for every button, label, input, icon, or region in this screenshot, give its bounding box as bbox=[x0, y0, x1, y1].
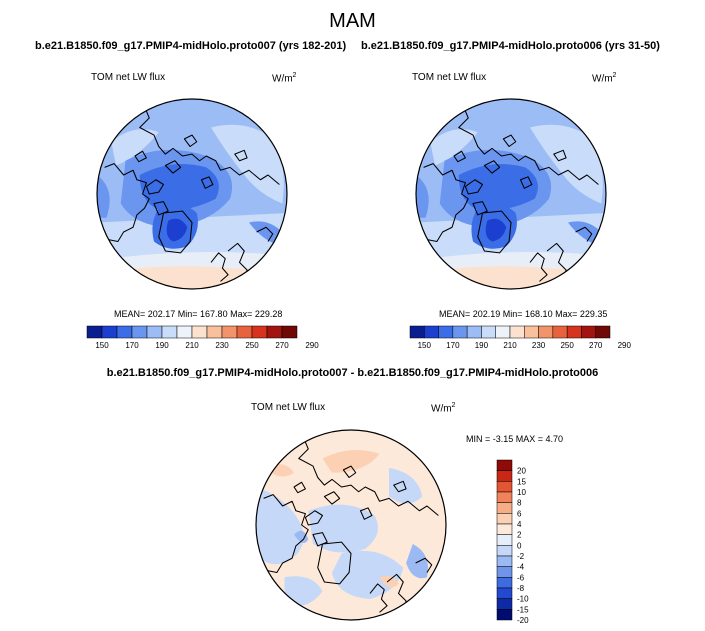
diff-variable-label: TOM net LW flux bbox=[251, 402, 326, 413]
left-units-label: W/m2 bbox=[272, 72, 297, 85]
left-colorbar-tick-label: 150 bbox=[95, 341, 109, 350]
left-panel-title: b.e21.B1850.f09_g17.PMIP4-midHolo.proto0… bbox=[35, 40, 347, 52]
right-colorbar-tick-label: 290 bbox=[618, 341, 632, 350]
left-colorbar-tick-label: 190 bbox=[155, 341, 169, 350]
difference-polar-map bbox=[255, 429, 447, 621]
right-colorbar-box bbox=[466, 325, 482, 339]
diff-colorbar-box bbox=[496, 566, 513, 578]
difference-panel-title: b.e21.B1850.f09_g17.PMIP4-midHolo.proto0… bbox=[106, 367, 599, 379]
right-units-label: W/m2 bbox=[592, 72, 617, 85]
diff-colorbar-box bbox=[496, 491, 513, 503]
left-colorbar-tick-label: 250 bbox=[245, 341, 259, 350]
right-colorbar-tick-label: 150 bbox=[418, 341, 432, 350]
left-colorbar-box bbox=[176, 325, 193, 339]
right-polar-map bbox=[415, 98, 607, 290]
diff-colorbar-tick-label: -15 bbox=[517, 605, 529, 614]
left-colorbar-box bbox=[251, 325, 268, 339]
diff-colorbar-tick-label: -8 bbox=[517, 584, 525, 593]
left-polar-map bbox=[96, 98, 288, 290]
diff-colorbar-tick-label: 0 bbox=[517, 541, 522, 550]
left-variable-label: TOM net LW flux bbox=[91, 72, 166, 83]
left-colorbar-tick-label: 290 bbox=[305, 341, 319, 350]
right-colorbar-box bbox=[409, 325, 425, 339]
diff-colorbar-tick-label: 20 bbox=[517, 467, 526, 476]
right-colorbar-box bbox=[424, 325, 439, 339]
diff-units-label: W/m2 bbox=[431, 402, 456, 415]
diff-colorbar-tick-label: -4 bbox=[517, 563, 525, 572]
right-colorbar-box bbox=[552, 325, 568, 339]
right-colorbar-box bbox=[538, 325, 554, 339]
diff-colorbar-tick-label: 8 bbox=[517, 499, 522, 508]
left-colorbar-tick-label: 230 bbox=[215, 341, 229, 350]
left-stats: MEAN= 202.17 Min= 167.80 Max= 229.28 bbox=[114, 309, 283, 319]
right-colorbar-box bbox=[524, 325, 539, 339]
diff-colorbar-box bbox=[496, 481, 513, 493]
diff-colorbar-tick-label: 15 bbox=[517, 477, 526, 486]
right-colorbar: 150 170 190 210 230 250 270 290 bbox=[409, 325, 632, 350]
diff-colorbar-box bbox=[496, 523, 513, 535]
diff-colorbar-box bbox=[496, 513, 513, 525]
diff-colorbar-tick-label: -10 bbox=[517, 595, 529, 604]
diff-colorbar-box bbox=[496, 545, 513, 557]
diff-colorbar-box bbox=[496, 598, 513, 610]
diff-colorbar-tick-label: -6 bbox=[517, 573, 525, 582]
left-colorbar-tick-label: 210 bbox=[185, 341, 199, 350]
diff-colorbar-box bbox=[496, 609, 513, 621]
diff-colorbar-tick-label: 4 bbox=[517, 520, 522, 529]
right-colorbar-tick-label: 230 bbox=[532, 341, 546, 350]
diff-colorbar-tick-label: -2 bbox=[517, 552, 525, 561]
left-colorbar-box bbox=[236, 325, 253, 339]
diff-colorbar-tick-label: -20 bbox=[517, 616, 529, 625]
diff-colorbar-box bbox=[496, 459, 513, 471]
figure-title: MAM bbox=[329, 10, 376, 32]
right-colorbar-box bbox=[452, 325, 468, 339]
left-colorbar-box bbox=[101, 325, 118, 339]
right-colorbar-tick-label: 250 bbox=[560, 341, 574, 350]
left-colorbar-box bbox=[116, 325, 133, 339]
left-colorbar-box bbox=[206, 325, 223, 339]
left-colorbar-box bbox=[146, 325, 163, 339]
right-colorbar-box bbox=[481, 325, 496, 339]
diff-colorbar-box bbox=[496, 587, 513, 599]
right-colorbar-tick-label: 170 bbox=[446, 341, 460, 350]
left-colorbar-box bbox=[161, 325, 178, 339]
right-variable-label: TOM net LW flux bbox=[412, 72, 487, 83]
right-colorbar-box bbox=[566, 325, 582, 339]
left-colorbar: 150 170 190 210 230 250 270 290 bbox=[86, 325, 319, 350]
left-colorbar-box bbox=[191, 325, 208, 339]
right-stats: MEAN= 202.19 Min= 168.10 Max= 229.35 bbox=[439, 309, 608, 319]
right-colorbar-box bbox=[595, 325, 611, 339]
diff-colorbar-tick-label: 6 bbox=[517, 509, 522, 518]
diff-colorbar-box bbox=[496, 577, 513, 589]
diff-colorbar-box bbox=[496, 534, 513, 546]
diff-colorbar-box bbox=[496, 470, 513, 482]
left-colorbar-tick-label: 170 bbox=[125, 341, 139, 350]
right-colorbar-box bbox=[438, 325, 454, 339]
right-colorbar-tick-label: 190 bbox=[475, 341, 489, 350]
diff-colorbar-tick-label: 10 bbox=[517, 488, 526, 497]
left-colorbar-box bbox=[86, 325, 103, 339]
left-colorbar-box bbox=[281, 325, 298, 339]
diff-colorbar-box bbox=[496, 555, 513, 567]
right-panel-title: b.e21.B1850.f09_g17.PMIP4-midHolo.proto0… bbox=[361, 40, 660, 52]
left-colorbar-box bbox=[266, 325, 283, 339]
right-colorbar-box bbox=[495, 325, 511, 339]
right-colorbar-tick-label: 210 bbox=[503, 341, 517, 350]
left-colorbar-tick-label: 270 bbox=[275, 341, 289, 350]
diff-stats: MIN = -3.15 MAX = 4.70 bbox=[466, 434, 564, 444]
right-colorbar-box bbox=[509, 325, 525, 339]
diff-colorbar-box bbox=[496, 502, 513, 514]
diff-colorbar-tick-label: 2 bbox=[517, 531, 522, 540]
right-colorbar-box bbox=[581, 325, 596, 339]
left-colorbar-box bbox=[221, 325, 238, 339]
right-colorbar-tick-label: 270 bbox=[589, 341, 603, 350]
left-colorbar-box bbox=[131, 325, 148, 339]
